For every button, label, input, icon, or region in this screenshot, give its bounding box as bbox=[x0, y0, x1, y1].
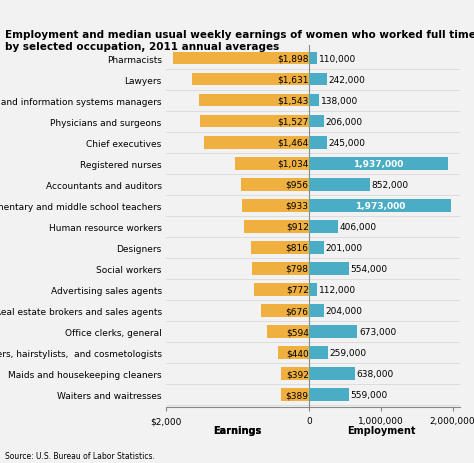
Text: 673,000: 673,000 bbox=[359, 327, 396, 336]
Text: 554,000: 554,000 bbox=[350, 264, 388, 273]
Bar bbox=[281, 368, 309, 380]
Bar bbox=[309, 305, 324, 317]
Bar bbox=[309, 200, 451, 212]
Bar bbox=[192, 74, 309, 86]
Bar bbox=[278, 346, 309, 359]
Bar bbox=[242, 200, 309, 212]
Bar bbox=[309, 388, 349, 401]
Text: Source: U.S. Bureau of Labor Statistics.: Source: U.S. Bureau of Labor Statistics. bbox=[5, 451, 155, 460]
Text: Employment and median usual weekly earnings of women who worked full time,
by se: Employment and median usual weekly earni… bbox=[5, 30, 474, 52]
Text: $676: $676 bbox=[286, 307, 309, 315]
Text: 138,000: 138,000 bbox=[320, 96, 358, 106]
Text: $389: $389 bbox=[286, 390, 309, 399]
Text: 259,000: 259,000 bbox=[329, 348, 366, 357]
Bar bbox=[241, 179, 309, 191]
Bar bbox=[261, 305, 309, 317]
Text: $1,898: $1,898 bbox=[277, 55, 309, 63]
Text: $1,034: $1,034 bbox=[277, 159, 309, 169]
Bar bbox=[204, 137, 309, 149]
Bar bbox=[309, 220, 338, 233]
Text: $816: $816 bbox=[286, 244, 309, 252]
Bar bbox=[235, 157, 309, 170]
Text: 406,000: 406,000 bbox=[340, 222, 377, 232]
Bar bbox=[252, 263, 309, 275]
Text: Earnings: Earnings bbox=[213, 425, 262, 435]
Text: $956: $956 bbox=[286, 181, 309, 189]
Text: $392: $392 bbox=[286, 369, 309, 378]
Text: 204,000: 204,000 bbox=[325, 307, 362, 315]
Bar bbox=[282, 388, 309, 401]
Bar bbox=[309, 346, 328, 359]
Bar bbox=[309, 368, 355, 380]
Bar bbox=[309, 263, 349, 275]
Text: Employment: Employment bbox=[346, 425, 415, 435]
Text: 559,000: 559,000 bbox=[351, 390, 388, 399]
Bar bbox=[267, 325, 309, 338]
Text: 1,937,000: 1,937,000 bbox=[354, 159, 404, 169]
Bar bbox=[309, 53, 317, 65]
Bar bbox=[173, 53, 309, 65]
Text: $1,631: $1,631 bbox=[277, 75, 309, 84]
Text: $594: $594 bbox=[286, 327, 309, 336]
Bar bbox=[309, 94, 319, 107]
Bar bbox=[309, 74, 327, 86]
Text: $440: $440 bbox=[286, 348, 309, 357]
Text: 245,000: 245,000 bbox=[328, 138, 365, 147]
Bar bbox=[309, 283, 317, 296]
Text: $1,527: $1,527 bbox=[277, 118, 309, 126]
Text: 112,000: 112,000 bbox=[319, 285, 356, 294]
Bar bbox=[309, 137, 327, 149]
Text: $1,464: $1,464 bbox=[277, 138, 309, 147]
Text: $912: $912 bbox=[286, 222, 309, 232]
Bar bbox=[251, 242, 309, 254]
Text: $798: $798 bbox=[286, 264, 309, 273]
Text: $772: $772 bbox=[286, 285, 309, 294]
Text: 242,000: 242,000 bbox=[328, 75, 365, 84]
Bar bbox=[254, 283, 309, 296]
Bar bbox=[309, 179, 370, 191]
Text: 1,973,000: 1,973,000 bbox=[355, 201, 405, 210]
Text: 638,000: 638,000 bbox=[356, 369, 394, 378]
Text: 852,000: 852,000 bbox=[372, 181, 409, 189]
Text: 201,000: 201,000 bbox=[325, 244, 362, 252]
Text: Earnings: Earnings bbox=[213, 425, 262, 435]
Text: $933: $933 bbox=[286, 201, 309, 210]
Bar bbox=[309, 242, 324, 254]
Text: 206,000: 206,000 bbox=[326, 118, 363, 126]
Bar bbox=[200, 116, 309, 128]
Bar bbox=[309, 325, 357, 338]
Text: $1,543: $1,543 bbox=[277, 96, 309, 106]
Bar bbox=[309, 157, 448, 170]
Bar bbox=[309, 116, 324, 128]
Bar bbox=[199, 94, 309, 107]
Bar bbox=[244, 220, 309, 233]
Text: 110,000: 110,000 bbox=[319, 55, 356, 63]
